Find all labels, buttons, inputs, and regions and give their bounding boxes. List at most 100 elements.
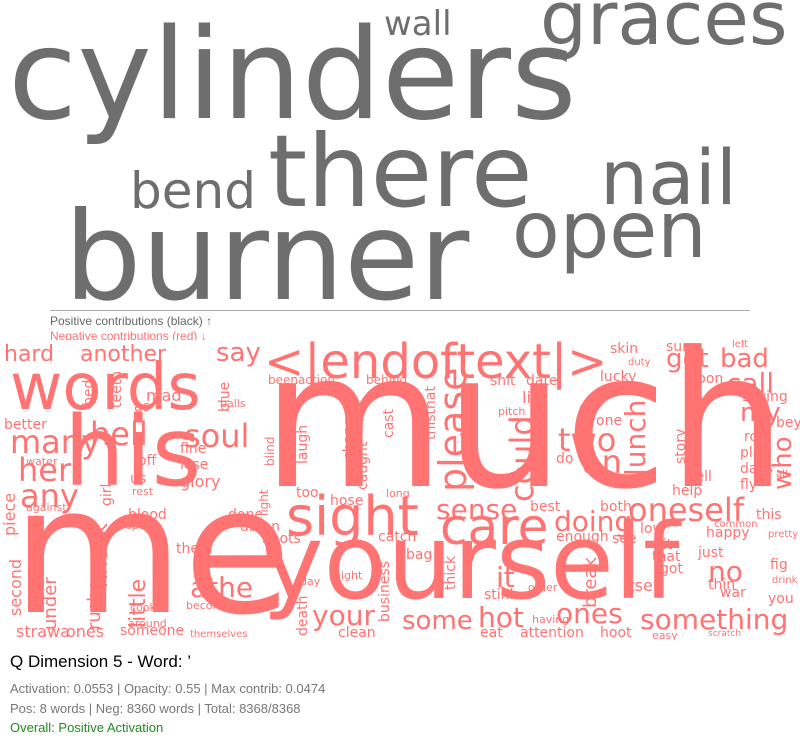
word-words: words: [10, 351, 201, 425]
legend-positive: Positive contributions (black) ↑: [50, 314, 213, 328]
word-pretty: common: [714, 519, 758, 530]
word-best: best: [530, 499, 561, 515]
word-any: any: [20, 477, 79, 515]
word-see: see: [612, 531, 637, 547]
word-no: no: [708, 555, 743, 588]
word-there: there: [268, 113, 533, 230]
word-my: my: [740, 398, 781, 428]
word-got: got: [660, 561, 683, 577]
word-lip: lip: [522, 388, 542, 407]
word-drink: pretty: [768, 529, 799, 540]
word-one: one: [596, 413, 623, 429]
word-bed: bed: [81, 379, 97, 406]
word-hose: hose: [330, 493, 364, 509]
word-this: this: [756, 507, 782, 523]
word-business: business: [377, 560, 393, 622]
word-your: your: [312, 599, 375, 632]
word-damn: damn: [240, 519, 280, 535]
word-lucky: lucky: [600, 369, 637, 385]
word-minute: minute: [459, 400, 475, 450]
word-hell: hell: [90, 415, 148, 453]
word-thin: thin: [708, 577, 736, 593]
word-off: off: [138, 453, 157, 469]
word-another: another: [80, 342, 167, 367]
word-it: it: [496, 561, 515, 594]
word-caught: caught: [355, 441, 371, 490]
word-knock: knock: [88, 523, 113, 588]
word-story: story: [673, 428, 689, 464]
word-cylinders: cylinders: [8, 1, 577, 148]
word-few: all: [776, 469, 788, 480]
word-ones-2: ones: [66, 622, 105, 640]
word-some: some: [402, 606, 473, 636]
word-eat: eat: [480, 625, 503, 640]
word-date: date: [526, 373, 558, 389]
word-too: too: [296, 485, 319, 501]
word-lose: lose: [180, 457, 209, 473]
word-get: get: [666, 344, 709, 374]
word-glory: glory: [180, 472, 221, 491]
word-action: action: [298, 373, 335, 387]
word-oneself: oneself: [628, 491, 745, 529]
word-sense: sense: [436, 493, 518, 526]
word-long: long: [386, 487, 410, 500]
word-order: order: [528, 581, 558, 594]
word-better: better: [4, 417, 47, 433]
word-them: them: [176, 541, 213, 557]
word-laugh: laugh: [295, 424, 311, 464]
word-say: say: [216, 340, 261, 368]
word-cook: cook: [130, 601, 156, 614]
word-tell: tell: [690, 469, 712, 485]
word-thick: thick: [443, 555, 459, 590]
word-been: been: [268, 373, 298, 387]
word-themselves: themselves: [190, 629, 248, 640]
word-his: his: [64, 396, 202, 508]
word-nail: nail: [600, 133, 737, 222]
word-us: us: [130, 471, 147, 487]
word-fine: fine: [180, 441, 207, 457]
word-water: against: [26, 501, 67, 514]
word-thisthat: thisthat: [423, 386, 439, 440]
word-hot: hot: [478, 601, 524, 634]
word-that: that: [652, 549, 681, 565]
word-burner: burner: [64, 186, 470, 310]
word-happy: happy: [706, 525, 750, 541]
word-bag: bag: [406, 547, 433, 563]
word-who: who: [768, 436, 798, 490]
word-wall: wall: [384, 4, 452, 44]
word-girl: girl: [99, 483, 115, 506]
legend-negative: Negative contributions (red) ↓: [50, 329, 207, 343]
word-bad: bad: [720, 344, 769, 374]
word-speed: rest: [132, 485, 154, 498]
word-a: a: [578, 398, 592, 423]
word-strawa: strawa: [16, 622, 70, 640]
word-could: could: [503, 415, 541, 502]
word-teeth: teeth: [109, 370, 125, 408]
word-catch: catch: [378, 529, 417, 545]
word-night: night: [334, 569, 363, 582]
info-activation: Activation: 0.0553 | Opacity: 0.55 | Max…: [10, 681, 326, 696]
word-day: day: [300, 575, 321, 588]
word-light: light: [257, 489, 271, 516]
word-an: an: [582, 443, 622, 481]
word-lick: having: [532, 613, 570, 626]
word-break: break: [580, 557, 601, 608]
negative-word-cloud: much me his words yourself sight care <|…: [0, 340, 800, 640]
word-left: duty: [628, 357, 651, 368]
word-her: her: [18, 451, 72, 489]
word-play: play: [740, 445, 770, 461]
word-fly: fly: [740, 477, 758, 493]
word-mad: mad: [146, 386, 182, 405]
word-fig: fig: [770, 557, 788, 573]
word-enough: enough: [556, 529, 609, 545]
word-doing: doing: [554, 505, 633, 538]
word-second: second: [6, 558, 25, 616]
word-help: help: [672, 483, 703, 499]
info-overall: Overall: Positive Activation: [10, 720, 164, 735]
word-balls: balls: [220, 397, 246, 410]
word-bit: bit: [654, 537, 673, 553]
word-rain: left: [732, 340, 749, 350]
word-hoot: hoot: [600, 625, 632, 640]
word-behind: behind: [366, 373, 408, 387]
word-soul: soul: [184, 417, 250, 455]
